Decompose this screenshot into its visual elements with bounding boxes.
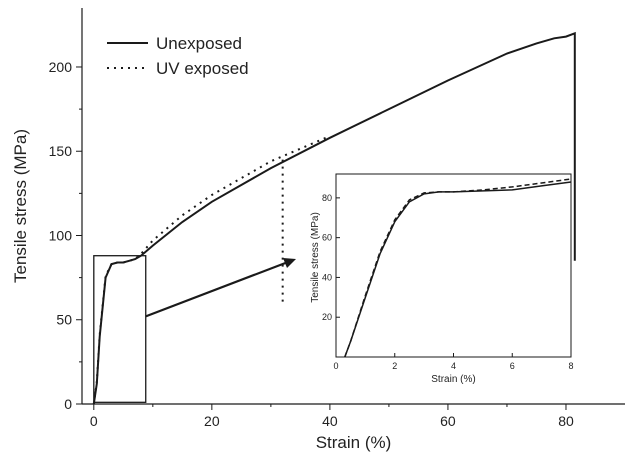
main-y-tick-label: 100 xyxy=(49,227,73,243)
main-y-tick-label: 50 xyxy=(56,312,72,328)
inset-axis-ticks: 0 2 4 6 8 20 40 60 80 xyxy=(322,193,574,371)
inset-y-tick-label: 60 xyxy=(322,233,332,243)
inset-x-tick-label: 2 xyxy=(392,361,397,371)
inset-series-group xyxy=(344,178,572,358)
main-x-tick-label: 80 xyxy=(558,413,574,429)
main-x-tick-label: 60 xyxy=(440,413,456,429)
inset-x-tick-label: 0 xyxy=(333,361,338,371)
series-uv-exposed-line xyxy=(92,135,331,405)
inset-x-tick-label: 4 xyxy=(451,361,456,371)
main-x-tick-label: 40 xyxy=(322,413,338,429)
main-x-tick-label: 0 xyxy=(90,413,98,429)
legend-label-uv-exposed: UV exposed xyxy=(156,59,249,78)
series-unexposed-line xyxy=(92,31,576,405)
main-series-group xyxy=(92,31,576,405)
main-x-tick-label: 20 xyxy=(204,413,220,429)
inset-frame xyxy=(335,173,572,358)
inset-chart: 0 2 4 6 8 20 40 60 80 Strain (%) Tensile stress … xyxy=(310,173,574,385)
legend: Unexposed UV exposed xyxy=(107,34,249,78)
zoom-region-box xyxy=(93,255,147,403)
inset-x-tick-label: 8 xyxy=(568,361,573,371)
main-y-tick-label: 200 xyxy=(49,59,73,75)
inset-y-tick-label: 80 xyxy=(322,193,332,203)
main-annotations xyxy=(93,159,296,403)
legend-label-unexposed: Unexposed xyxy=(156,34,242,53)
inset-series-uv-exposed-line xyxy=(344,178,572,358)
inset-x-tick-label: 6 xyxy=(510,361,515,371)
inset-y-tick-label: 40 xyxy=(322,272,332,282)
main-x-axis-label: Strain (%) xyxy=(316,433,392,452)
inset-x-axis-label: Strain (%) xyxy=(431,374,475,385)
zoom-arrow-line xyxy=(145,260,289,318)
main-y-tick-label: 0 xyxy=(64,396,72,412)
main-y-tick-label: 150 xyxy=(49,143,73,159)
inset-y-tick-label: 20 xyxy=(322,312,332,322)
main-y-axis-label: Tensile stress (MPa) xyxy=(11,129,30,283)
inset-y-axis-label: Tensile stress (MPa) xyxy=(310,212,321,303)
inset-series-unexposed-line xyxy=(344,181,572,358)
zoom-arrow-head xyxy=(283,258,296,268)
